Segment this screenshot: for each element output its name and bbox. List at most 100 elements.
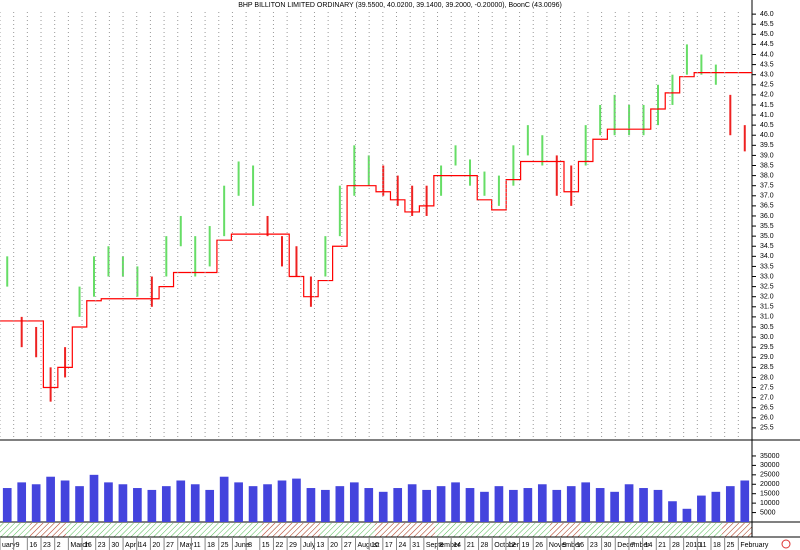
volume-bar: [682, 508, 692, 522]
volume-bar: [552, 489, 562, 522]
volume-bar: [407, 484, 417, 522]
volume-bar: [697, 495, 706, 522]
y-tick-label: 34.5: [760, 243, 774, 250]
y-tick-label: 34.0: [760, 253, 774, 260]
y-tick-label: 27.5: [760, 384, 774, 391]
volume-bar: [190, 484, 200, 522]
stop-line: [0, 72, 752, 389]
volume-bar: [176, 480, 186, 522]
x-tick-label: 10: [371, 542, 379, 549]
volume-bar: [624, 484, 634, 522]
volume-bar: [668, 501, 677, 522]
y-tick-label: 38.0: [760, 172, 774, 179]
x-tick-label: 29: [289, 542, 297, 549]
chart-title: BHP BILLITON LIMITED ORDINARY (39.5500, …: [238, 2, 562, 9]
x-tick-label: uary: [2, 542, 16, 549]
x-tick-label: 7: [631, 542, 635, 549]
y-tick-label: 37.0: [760, 193, 774, 200]
x-tick-label: August: [357, 542, 379, 549]
volume-bar: [480, 491, 489, 522]
x-tick-label: 16: [576, 542, 584, 549]
x-tick-label: 21: [658, 542, 666, 549]
volume-bar: [537, 484, 547, 522]
y-tick-label: 29.5: [760, 344, 774, 351]
volume-bar: [436, 486, 446, 522]
volume-bar: [378, 491, 388, 522]
volume-bar: [364, 488, 374, 522]
y-tick-label: 37.5: [760, 183, 774, 190]
y-tick-label: 30.5: [760, 324, 774, 331]
close-icon[interactable]: [781, 539, 791, 549]
y-tick-label: 31.5: [760, 304, 774, 311]
y-tick-label: 25.5: [760, 425, 774, 432]
x-tick-label: 26: [535, 542, 543, 549]
x-tick-label: 27: [344, 542, 352, 549]
volume-bar: [60, 480, 70, 522]
x-tick-label: February: [740, 542, 769, 549]
x-tick-label: 18: [713, 542, 721, 549]
volume-bar: [494, 486, 504, 522]
y-tick-label: 39.0: [760, 152, 774, 159]
x-tick-label: 20: [152, 542, 160, 549]
volume-bar: [610, 491, 619, 522]
volume-bar: [133, 488, 142, 522]
x-tick-label: July: [303, 542, 316, 549]
y-tick-label: 38.5: [760, 162, 774, 169]
x-tick-label: 24: [399, 542, 407, 549]
volume-bar: [205, 489, 215, 522]
x-tick-label: 19: [522, 542, 530, 549]
volume-bar: [2, 488, 12, 522]
x-tick-label: 18: [207, 542, 215, 549]
y-tick-label: 20000: [760, 481, 780, 488]
x-tick-label: 12: [508, 542, 516, 549]
volume-bar: [219, 476, 229, 522]
volume-bar: [161, 486, 171, 522]
x-tick-label: September: [426, 542, 461, 549]
x-tick-label: 20: [330, 542, 338, 549]
trend-strip-down: [550, 523, 580, 537]
volume-bar: [653, 489, 663, 522]
volume-bar: [292, 478, 301, 522]
volume-bar: [451, 482, 460, 522]
x-tick-label: 15: [262, 542, 270, 549]
x-tick-label: 9: [563, 542, 567, 549]
x-tick-label: 8: [440, 542, 444, 549]
x-tick-label: 14: [645, 542, 653, 549]
x-tick-label: 23: [43, 542, 51, 549]
y-tick-label: 27.0: [760, 394, 774, 401]
y-tick-label: 39.5: [760, 142, 774, 149]
x-tick-label: 31: [412, 542, 420, 549]
y-tick-label: 40.0: [760, 132, 774, 139]
x-tick-label: 8: [248, 542, 252, 549]
volume-bar: [509, 489, 518, 522]
y-tick-label: 35000: [760, 453, 780, 460]
y-tick-label: 44.0: [760, 51, 774, 58]
y-tick-label: 44.5: [760, 41, 774, 48]
x-tick-label: 14: [139, 542, 147, 549]
volume-bar: [523, 488, 533, 522]
y-tick-label: 32.0: [760, 294, 774, 301]
x-tick-label: December: [617, 542, 650, 549]
volume-bar: [234, 482, 243, 522]
y-tick-label: 33.5: [760, 263, 774, 270]
y-tick-label: 30000: [760, 462, 780, 469]
volume-bar: [31, 484, 41, 522]
volume-bar: [75, 486, 84, 522]
y-tick-label: 45.0: [760, 31, 774, 38]
trend-strip-down: [262, 523, 320, 537]
x-tick-label: April: [125, 542, 139, 549]
trend-strip-down: [30, 523, 66, 537]
y-tick-label: 43.0: [760, 72, 774, 79]
x-tick-label: 9: [16, 542, 20, 549]
x-tick-label: 14: [453, 542, 461, 549]
volume-bar: [566, 486, 576, 522]
y-tick-label: 41.0: [760, 112, 774, 119]
x-tick-label: June: [234, 542, 249, 549]
x-tick-label: May: [180, 542, 194, 549]
trend-strip-down: [722, 523, 752, 537]
x-tick-label: 17: [385, 542, 393, 549]
y-tick-label: 15000: [760, 491, 780, 498]
y-tick-label: 45.5: [760, 21, 774, 28]
y-tick-label: 35.5: [760, 223, 774, 230]
